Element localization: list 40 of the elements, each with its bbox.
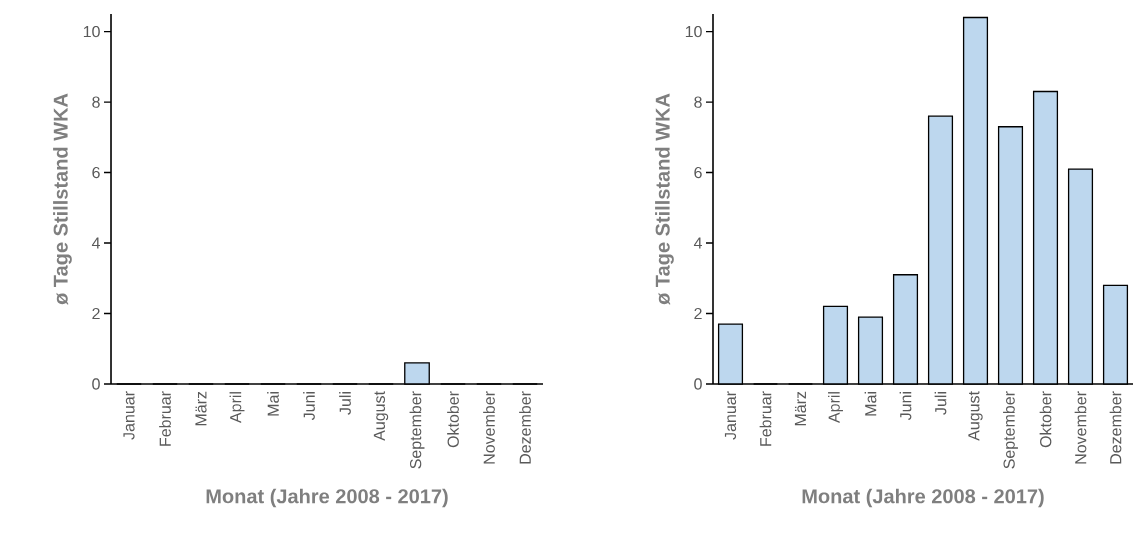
x-tick-label: Dezember: [519, 391, 531, 464]
y-tick-label: 2: [694, 307, 702, 320]
y-tick-label: 2: [92, 307, 100, 320]
x-tick-label: Oktober: [447, 391, 459, 448]
y-tick-label: 8: [694, 96, 702, 108]
y-tick-label: 0: [694, 378, 702, 390]
x-axis-title: Monat (Jahre 2008 - 2017): [802, 488, 1044, 508]
x-tick-label: Februar: [159, 391, 171, 446]
x-tick-label: März: [794, 391, 807, 426]
x-tick-label: Juni: [303, 392, 315, 421]
x-tick-label: Oktober: [1039, 391, 1052, 448]
x-tick-label: Februar: [759, 391, 772, 446]
x-tick-label: November: [1074, 391, 1087, 464]
x-tick-label: April: [229, 392, 245, 423]
x-tick-label: August: [373, 391, 389, 441]
x-tick-label: Januar: [123, 391, 135, 440]
x-tick-label: August: [968, 391, 983, 441]
x-tick-label: April: [828, 392, 843, 423]
y-tick-label: 0: [92, 378, 100, 390]
x-tick-label: Dezember: [1109, 391, 1122, 464]
x-tick-label: Juli: [934, 392, 947, 415]
x-tick-label: Mai: [864, 392, 877, 416]
y-tick-label: 4: [91, 237, 100, 249]
y-tick-label: 6: [92, 166, 100, 179]
y-tick-label: 6: [694, 166, 702, 179]
y-tick-label: 4: [693, 237, 702, 249]
x-tick-label: Juli: [339, 392, 351, 415]
x-axis-title: Monat (Jahre 2008 - 2017): [206, 488, 448, 508]
x-tick-label: Juni: [899, 392, 912, 421]
y-axis-title: ø Tage Stillstand WKA: [655, 93, 674, 305]
x-tick-label: März: [195, 391, 207, 426]
y-axis-title: ø Tage Stillstand WKA: [53, 93, 72, 305]
x-tick-label: September: [409, 391, 425, 469]
y-tick-label: 10: [83, 25, 100, 38]
x-tick-label: Mai: [267, 392, 279, 416]
x-tick-label: Januar: [724, 391, 737, 440]
y-tick-label: 8: [92, 96, 100, 108]
x-tick-label: November: [483, 391, 495, 464]
y-tick-label: 10: [685, 25, 702, 38]
x-tick-label: September: [1003, 391, 1018, 469]
